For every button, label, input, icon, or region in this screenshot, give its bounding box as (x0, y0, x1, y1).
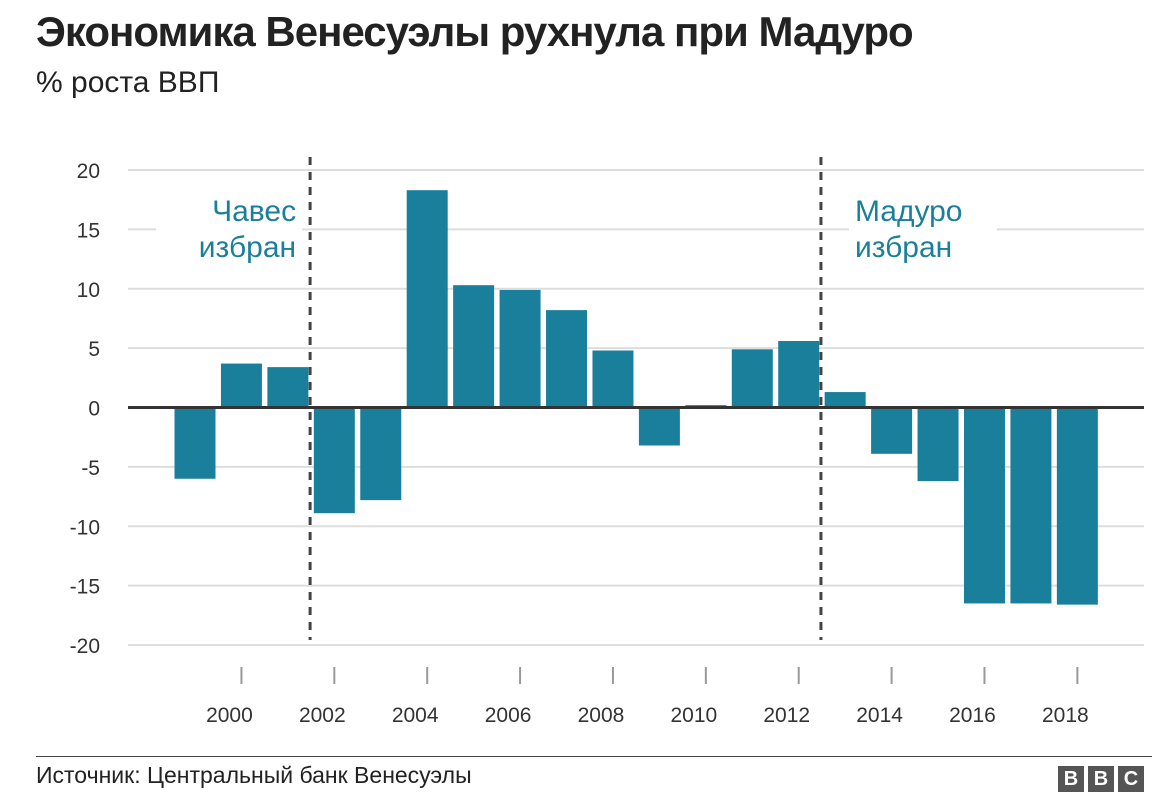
bar-2014 (871, 407, 913, 454)
bar-2008 (592, 350, 634, 408)
bar-1999 (174, 407, 216, 479)
bar-2016 (963, 407, 1005, 604)
y-tick-label: -5 (81, 457, 100, 480)
event-annotation-label: избран (199, 231, 296, 264)
x-tick-label: 2014 (856, 704, 903, 727)
bar-2013 (824, 392, 866, 408)
source-note: Источник: Центральный банк Венесуэлы (36, 762, 472, 788)
bar-2002 (313, 407, 355, 514)
y-tick-label: -15 (70, 576, 100, 599)
chart-title: Экономика Венесуэлы рухнула при Мадуро (36, 8, 914, 55)
bbc-logo: B B C (1058, 766, 1144, 792)
x-tick-label: 2002 (299, 704, 346, 727)
annotation-background (156, 188, 303, 266)
event-annotation-label: избран (855, 231, 952, 264)
bar-2012 (778, 341, 820, 408)
logo-letter: C (1118, 766, 1144, 792)
x-tick-label: 2008 (578, 704, 625, 727)
y-tick-label: 5 (88, 338, 100, 361)
bar-2005 (453, 285, 495, 408)
bar-2000 (220, 363, 262, 408)
bar-2018 (1056, 407, 1098, 605)
logo-letter: B (1058, 766, 1084, 792)
bar-2007 (546, 310, 588, 408)
bar-2004 (406, 190, 448, 408)
x-tick-label: 2000 (206, 704, 253, 727)
y-tick-label: -20 (70, 635, 100, 658)
logo-letter: B (1088, 766, 1114, 792)
bar-2003 (360, 407, 402, 501)
bar-2006 (499, 289, 541, 408)
footer-divider (36, 756, 1152, 757)
event-annotation-label: Мадуро (855, 195, 963, 228)
y-axis-labels: 20 15 10 5 0 -5 -10 -15 -20 (70, 160, 100, 658)
x-tick-label: 2010 (670, 704, 717, 727)
y-tick-label: 10 (77, 279, 100, 302)
x-tick-label: 2018 (1042, 704, 1089, 727)
x-tick-label: 2006 (485, 704, 532, 727)
y-tick-label: 20 (77, 160, 100, 183)
bar-2011 (731, 349, 773, 408)
bars (174, 190, 1098, 605)
x-tick-label: 2012 (763, 704, 810, 727)
y-tick-label: 15 (77, 219, 100, 242)
annotation-background (848, 188, 997, 266)
event-markers (308, 157, 823, 640)
event-annotation-label: Чавес (212, 195, 296, 228)
bar-2017 (1010, 407, 1052, 604)
gdp-bar-chart: 20 15 10 5 0 -5 -10 -15 -20 2000 2002 2004 2006 2008… (70, 157, 1144, 727)
bar-2015 (917, 407, 959, 482)
y-tick-label: 0 (88, 398, 100, 421)
bar-2001 (267, 367, 309, 408)
x-tick-label: 2016 (949, 704, 996, 727)
x-tick-label: 2004 (392, 704, 439, 727)
bar-2009 (638, 407, 680, 446)
y-tick-label: -10 (70, 516, 100, 539)
chart-subtitle: % роста ВВП (36, 66, 220, 99)
x-axis-ticks: 2000 2002 2004 2006 2008 2010 2012 2014 2016 2018 (206, 667, 1089, 727)
